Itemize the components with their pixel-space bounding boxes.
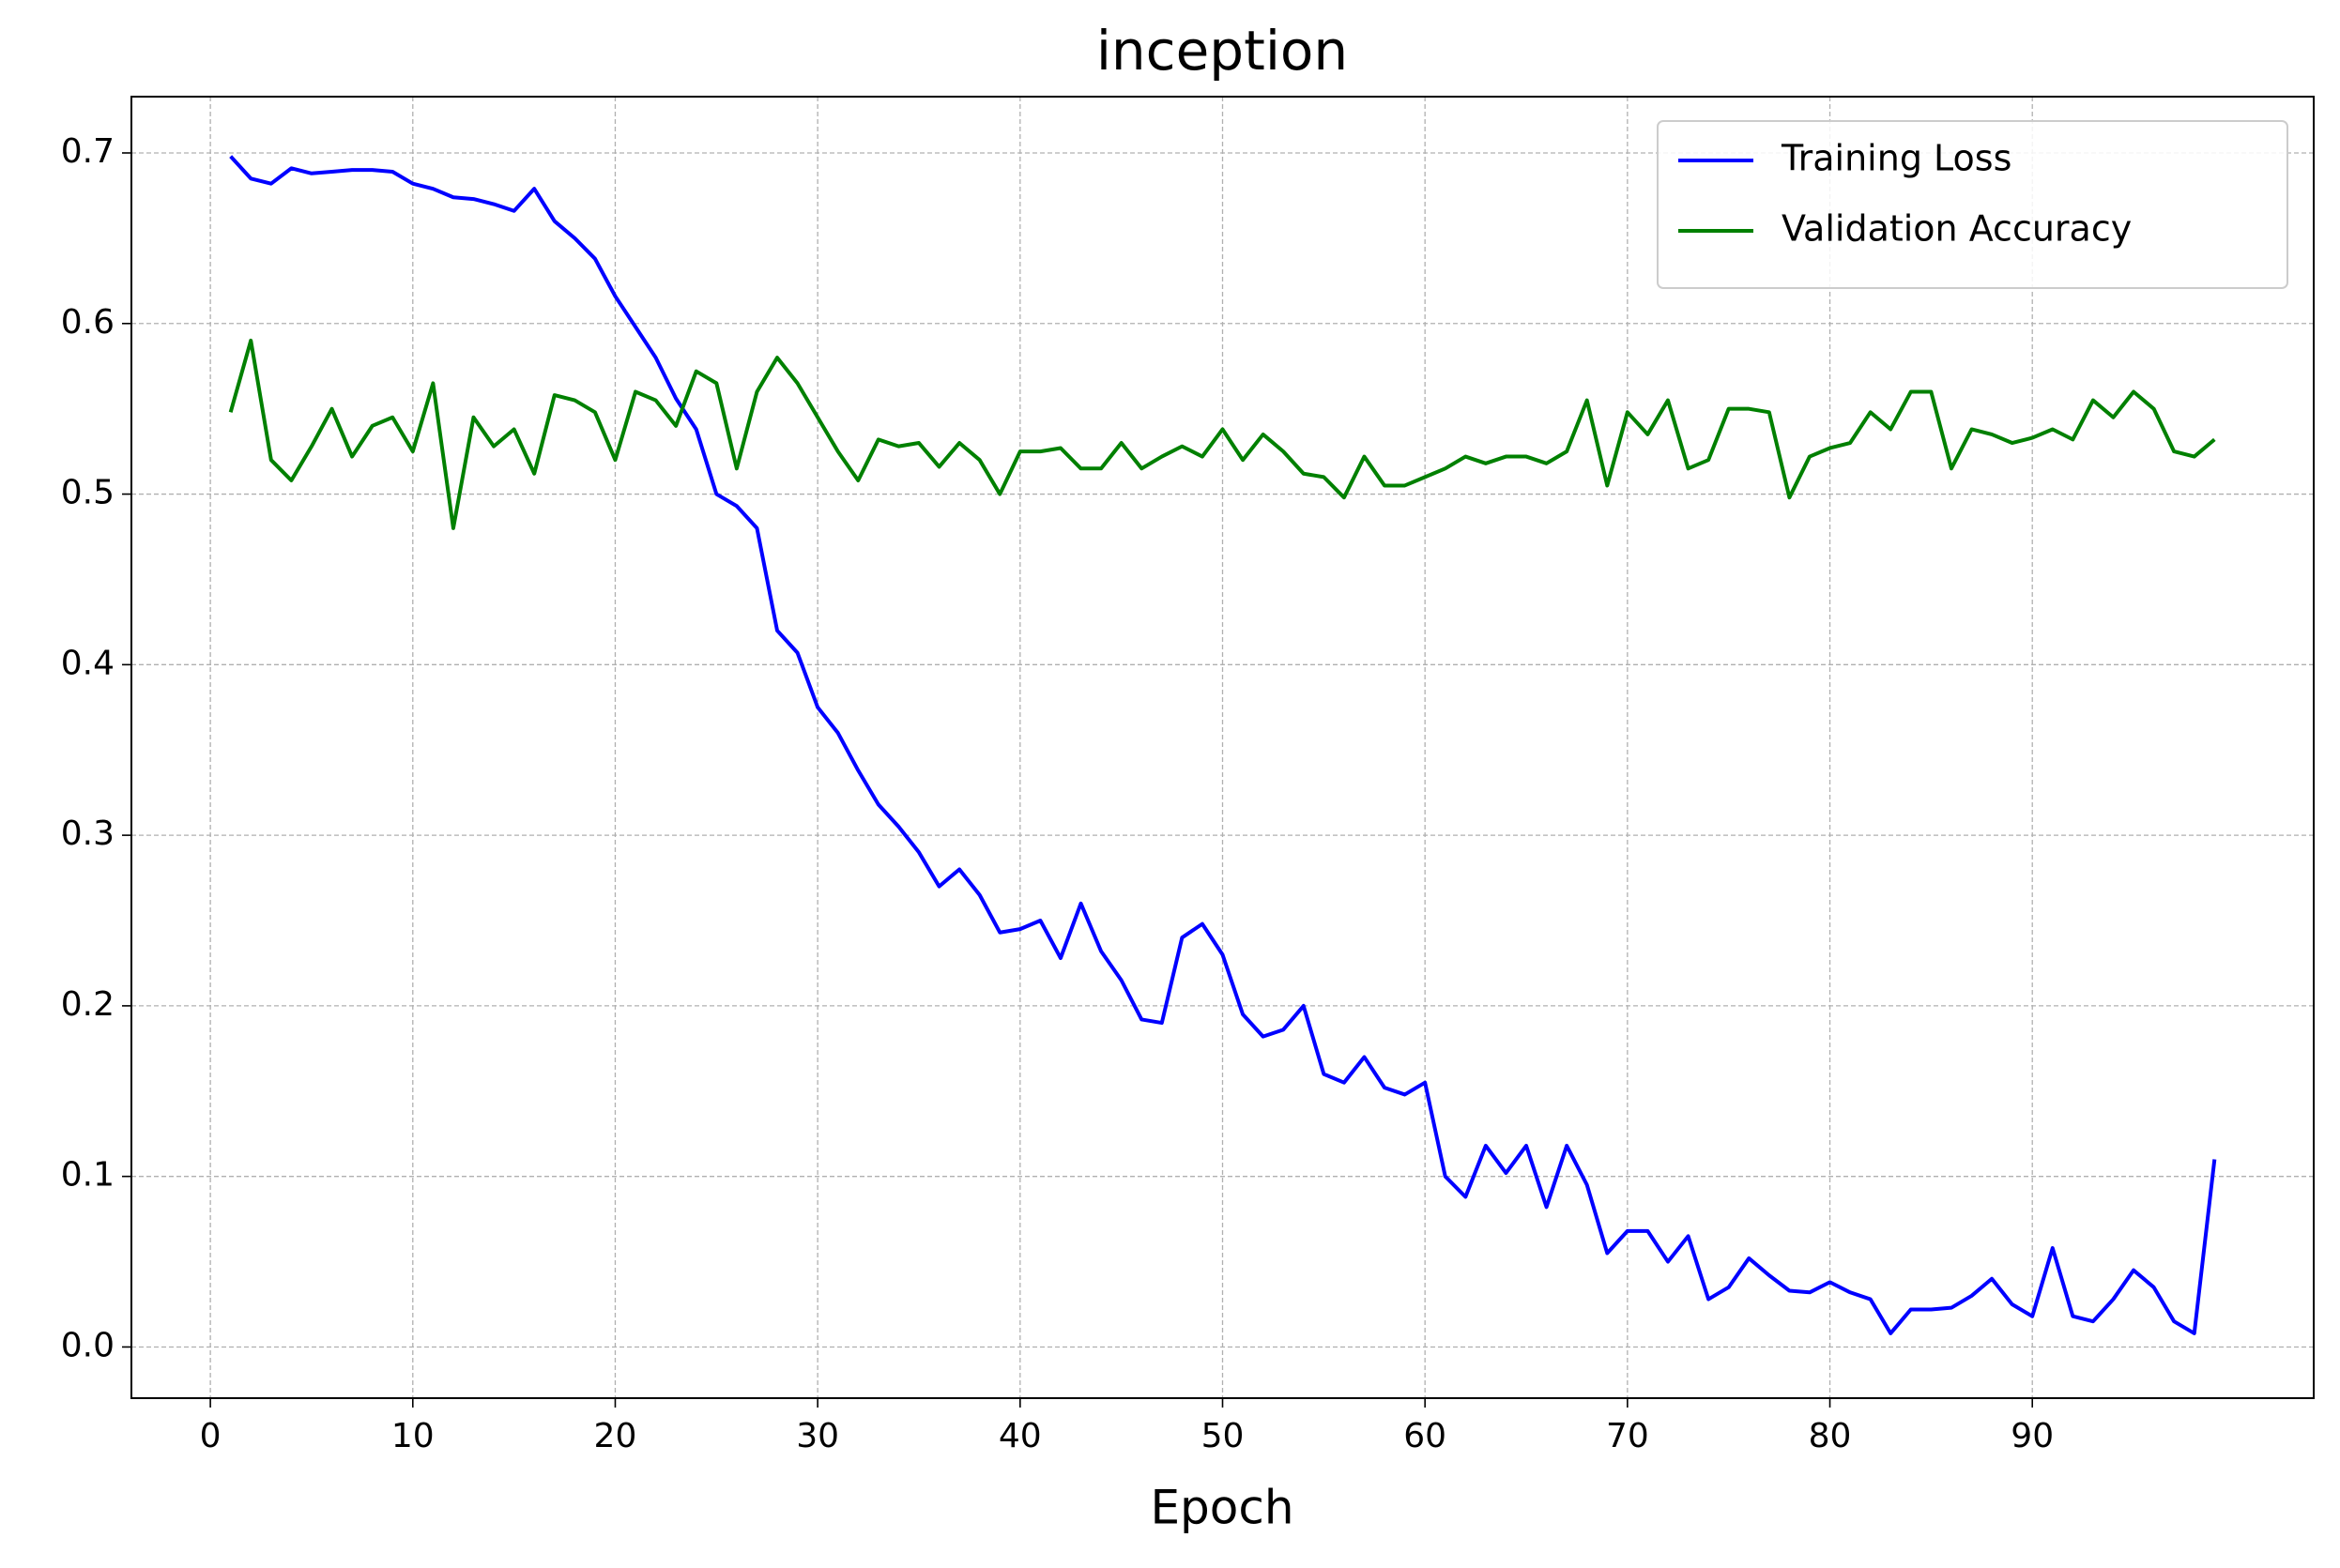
line-series bbox=[229, 155, 2217, 1335]
y-tick-label: 0.0 bbox=[61, 1326, 115, 1364]
x-tick-label: 80 bbox=[1809, 1417, 1852, 1455]
line-series bbox=[228, 338, 2216, 530]
x-tick-label: 50 bbox=[1201, 1417, 1245, 1455]
y-tick-label: 0.4 bbox=[61, 644, 115, 682]
x-tick-label: 30 bbox=[796, 1417, 839, 1455]
x-tick-label: 10 bbox=[391, 1417, 435, 1455]
y-tick-label: 0.2 bbox=[61, 985, 115, 1024]
x-tick-label: 70 bbox=[1606, 1417, 1649, 1455]
x-tick-label: 60 bbox=[1403, 1417, 1446, 1455]
chart-title: inception bbox=[1096, 19, 1348, 83]
x-tick-label: 40 bbox=[999, 1417, 1042, 1455]
plot-frame bbox=[130, 96, 2315, 1399]
y-tick-label: 0.7 bbox=[61, 132, 115, 171]
legend-box bbox=[1657, 120, 2288, 289]
x-tick-label: 20 bbox=[594, 1417, 637, 1455]
x-tick-label: 90 bbox=[2011, 1417, 2054, 1455]
legend-label: Training Loss bbox=[1781, 138, 2011, 179]
x-tick-label: 0 bbox=[200, 1417, 222, 1455]
legend-label: Validation Accuracy bbox=[1782, 208, 2132, 250]
y-tick-label: 0.6 bbox=[61, 303, 115, 342]
x-axis-label: Epoch bbox=[1150, 1481, 1293, 1535]
y-tick-label: 0.5 bbox=[61, 474, 115, 512]
y-tick-label: 0.3 bbox=[61, 814, 115, 853]
y-tick-label: 0.1 bbox=[61, 1156, 115, 1195]
